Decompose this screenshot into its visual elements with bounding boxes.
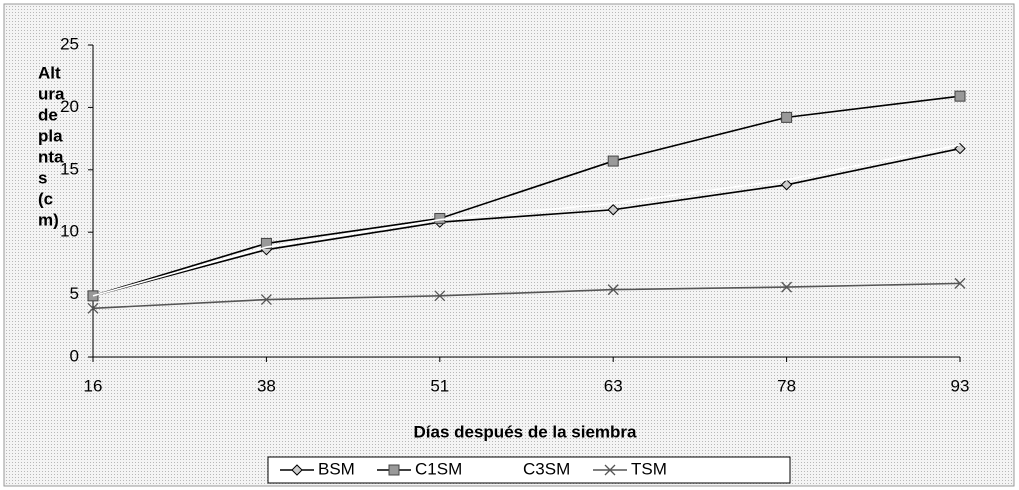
x-tick-label: 93	[951, 376, 970, 395]
y-tick-label: 5	[70, 284, 79, 303]
x-tick-label: 51	[430, 376, 449, 395]
y-axis-label-line: m)	[38, 210, 59, 229]
marker	[388, 464, 400, 476]
x-tick-label: 38	[257, 376, 276, 395]
legend-label: TSM	[631, 459, 667, 478]
y-tick-label: 25	[60, 34, 79, 53]
marker	[607, 204, 619, 216]
y-axis-label-line: s	[38, 168, 47, 187]
series-line	[92, 95, 961, 297]
y-axis-label-line: de	[38, 105, 58, 124]
marker	[434, 212, 446, 224]
y-tick-label: 20	[60, 97, 79, 116]
y-axis-label-line: pla	[38, 126, 63, 145]
marker	[260, 237, 272, 249]
y-tick-label: 15	[60, 159, 79, 178]
marker	[607, 155, 619, 167]
y-axis-label-line: ura	[38, 84, 65, 103]
x-tick-label: 16	[84, 376, 103, 395]
marker	[780, 179, 793, 191]
marker	[607, 284, 619, 296]
marker	[604, 464, 616, 476]
marker	[954, 90, 966, 102]
y-axis-label-line: Alt	[38, 63, 61, 82]
marker	[291, 464, 303, 476]
marker	[87, 302, 99, 314]
series-line	[92, 282, 961, 310]
marker	[434, 290, 446, 302]
x-tick-label: 78	[777, 376, 796, 395]
x-tick-label: 63	[604, 376, 623, 395]
series-line	[92, 147, 961, 297]
legend-label: C3SM	[523, 459, 570, 478]
legend-label: BSM	[318, 459, 355, 478]
y-axis-label: Alt ura de pla nta s (c m)	[38, 63, 65, 229]
series-line	[92, 144, 961, 297]
marker	[781, 111, 793, 123]
y-tick-label: 0	[70, 346, 79, 365]
y-tick-label: 10	[60, 222, 79, 241]
chart-background	[3, 3, 1015, 487]
y-axis-label-line: nta	[38, 147, 64, 166]
marker	[260, 294, 272, 306]
marker	[954, 277, 966, 289]
x-axis-label: Días después de la siembra	[414, 422, 638, 441]
marker	[781, 281, 793, 293]
legend-label: C1SM	[415, 459, 462, 478]
y-axis-label-line: (c	[38, 189, 53, 208]
legend	[267, 456, 791, 484]
